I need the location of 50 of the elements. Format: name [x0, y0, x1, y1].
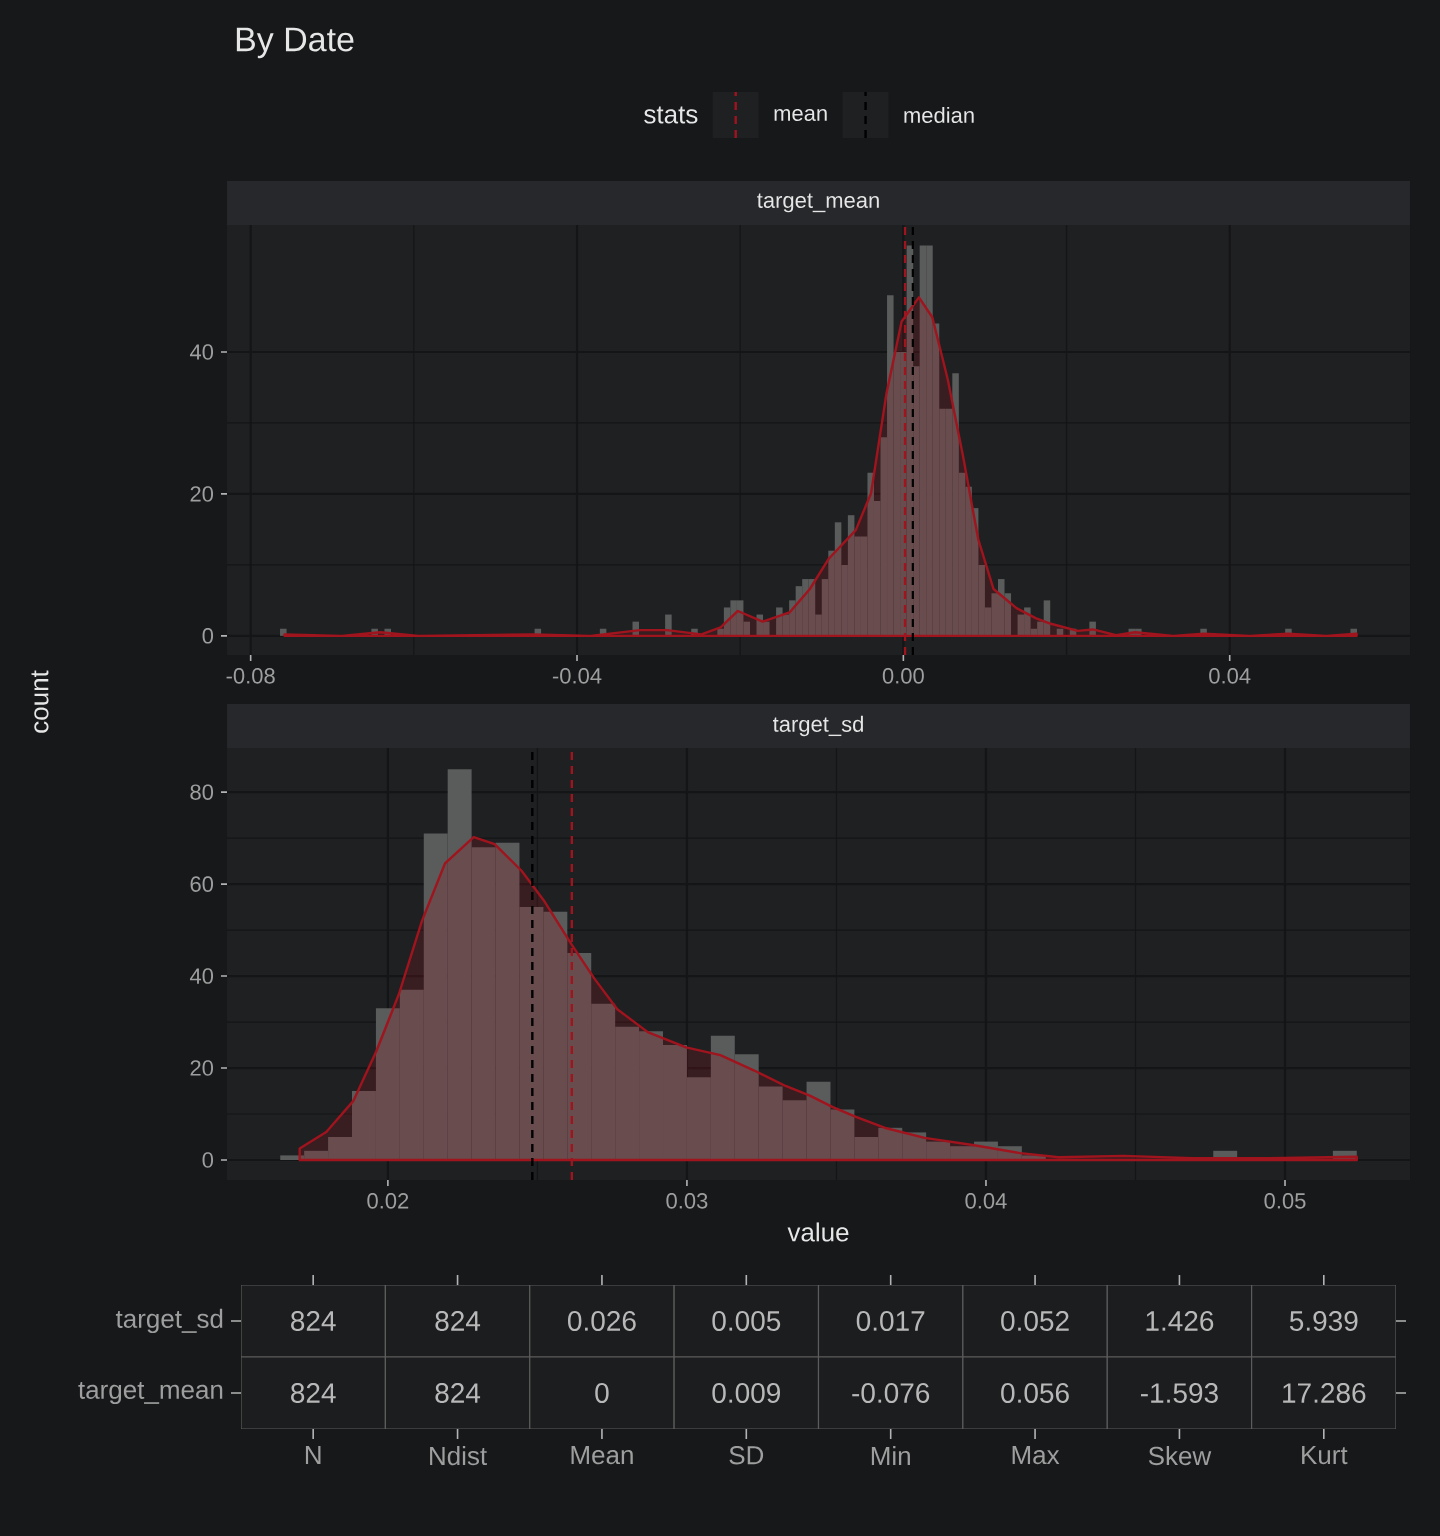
x-tick-label: -0.04 [552, 668, 602, 684]
x-tick-label: -0.08 [226, 668, 275, 684]
x-tick-label: 0.05 [1264, 1193, 1306, 1209]
legend-label: mean [774, 108, 827, 122]
x-tick-label: N [305, 1446, 321, 1464]
chart-subtitle: target_sd [772, 715, 863, 737]
x-tick-label: 0.04 [1209, 668, 1251, 684]
data-label: 0.056 [1001, 1383, 1069, 1403]
x-tick-label: SD [729, 1446, 764, 1465]
data-label: 5.939 [1289, 1311, 1358, 1331]
y-axis-title: count [31, 670, 49, 733]
data-label: 0.017 [856, 1311, 925, 1331]
data-label: 824 [291, 1311, 336, 1331]
data-label: -1.593 [1140, 1383, 1218, 1403]
data-label: 824 [291, 1383, 336, 1403]
data-label: 1.426 [1146, 1311, 1214, 1331]
data-label: 0.005 [712, 1311, 781, 1331]
y-tick-label: 20 [190, 1060, 214, 1076]
x-tick-label: Min [871, 1446, 910, 1465]
x-tick-label: Ndist [430, 1446, 487, 1466]
y-tick-label: target_mean [78, 1381, 223, 1405]
y-tick-label: 80 [190, 784, 214, 800]
x-tick-label: Mean [571, 1446, 633, 1465]
x-tick-label: Kurt [1302, 1446, 1348, 1465]
y-tick-label: 0 [202, 1152, 214, 1168]
y-tick-label: 40 [189, 968, 214, 984]
y-tick-label: target_sd [115, 1308, 223, 1334]
data-label: 824 [435, 1311, 481, 1331]
legend-title: stats [644, 106, 698, 124]
x-tick-label: Skew [1148, 1446, 1212, 1466]
y-tick-label: 20 [190, 486, 214, 502]
chart-title: By Date [236, 27, 354, 59]
x-tick-label: Max [1012, 1446, 1060, 1465]
data-label: 0 [595, 1383, 609, 1403]
x-tick-label: 0.04 [965, 1193, 1007, 1209]
data-label: 0.026 [568, 1311, 636, 1331]
x-tick-label: 0.03 [666, 1193, 708, 1209]
x-axis-title: value [787, 1222, 849, 1242]
data-label: 17.286 [1283, 1383, 1366, 1403]
y-tick-label: 0 [202, 628, 214, 644]
y-tick-label: 60 [190, 876, 214, 892]
data-label: -0.076 [852, 1383, 930, 1403]
y-tick-label: 40 [189, 344, 214, 360]
chart-subtitle: target_mean [757, 193, 879, 213]
x-tick-label: 0.02 [367, 1193, 409, 1209]
data-label: 0.009 [712, 1383, 780, 1403]
data-label: 0.052 [1001, 1311, 1069, 1331]
x-tick-label: 0.00 [882, 668, 924, 684]
legend-label: median [904, 106, 974, 124]
data-label: 824 [435, 1383, 481, 1403]
